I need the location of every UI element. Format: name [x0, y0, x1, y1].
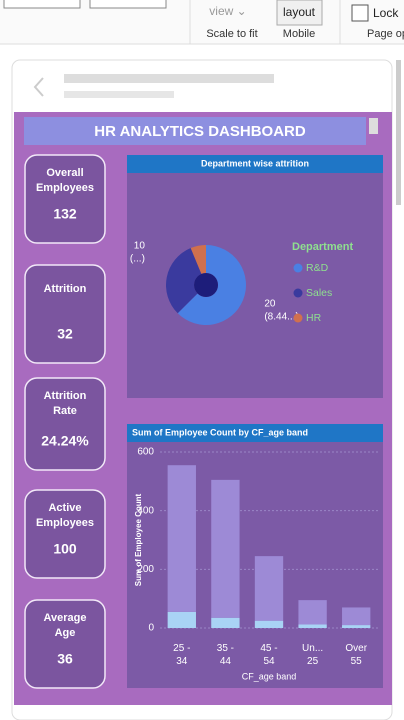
data-label: 20 (8.44...)	[264, 298, 298, 322]
kpi-label: Overall Employees	[36, 167, 94, 194]
donut-slice	[177, 245, 246, 325]
title-bar	[24, 117, 366, 145]
back-icon[interactable]	[33, 77, 44, 97]
chart-title: Department wise attrition	[201, 158, 309, 168]
donut-panel	[127, 155, 383, 398]
caption: Page op	[367, 28, 404, 40]
kpi-value: 132	[53, 206, 77, 222]
legend-swatch	[293, 263, 303, 273]
kpi-value: 24.24%	[41, 433, 89, 449]
bar	[342, 625, 371, 628]
kpi-value: 36	[57, 651, 73, 667]
x-tick-label: 35 -44	[217, 643, 234, 667]
x-tick-label: 45 -54	[260, 643, 277, 667]
bar	[167, 465, 196, 612]
x-tick-label: Over 55	[345, 643, 367, 667]
legend-title: Department	[292, 241, 353, 253]
donut-slice	[190, 245, 206, 274]
kpi-card	[24, 264, 106, 364]
kpi-column: Overall Employees 132 Attrition 32 Attrition R…	[24, 154, 106, 689]
bar	[298, 624, 327, 628]
donut-hole	[194, 273, 218, 297]
kpi-card	[24, 377, 106, 471]
kpi-label: Active Employees	[36, 502, 94, 529]
kpi-label: Average Age	[43, 612, 86, 639]
donut-slice	[166, 248, 202, 314]
kpi-card	[24, 489, 106, 579]
bar	[298, 600, 327, 625]
bar	[211, 479, 240, 618]
caption: Scale to fit	[206, 28, 257, 40]
x-tick-label: Un... 25	[302, 643, 323, 667]
y-tick-label: 400	[137, 505, 154, 516]
y-tick-label: 600	[137, 447, 154, 458]
panel-header	[127, 424, 383, 442]
panel-header	[127, 155, 383, 173]
y-tick-label: 0	[148, 623, 154, 634]
thumbnail	[3, 0, 81, 9]
layout-button-frame[interactable]	[276, 0, 323, 26]
data-label: 10 (...)	[130, 240, 145, 264]
y-tick-label: 200	[137, 564, 154, 575]
kpi-label: Attrition Rate	[44, 390, 87, 417]
kpi-card	[24, 599, 106, 689]
bar	[211, 617, 240, 628]
caption: Mobile	[283, 28, 315, 40]
bar	[254, 620, 284, 628]
legend-swatch	[293, 313, 303, 323]
chart-title: Sum of Employee Count by CF_age band	[132, 427, 308, 437]
scroll-thumb	[369, 118, 378, 134]
dashboard-title: HR ANALYTICS DASHBOARD	[94, 123, 306, 140]
lock-label[interactable]: Lock	[373, 6, 399, 20]
layout-button[interactable]: layout	[283, 5, 316, 19]
view-button[interactable]: view ⌄	[209, 4, 246, 18]
bar	[167, 611, 196, 628]
charts: Department wise attrition 20 (8.44...) 10 (.…	[130, 158, 378, 681]
kpi-value: 32	[57, 326, 73, 342]
legend-swatch	[293, 288, 303, 298]
placeholder	[64, 74, 274, 83]
legend-label: HR	[306, 312, 322, 324]
placeholder	[64, 91, 174, 98]
legend-label: Sales	[306, 287, 332, 299]
legend-label: R&D	[306, 262, 329, 274]
x-tick-label: 25 -34	[173, 643, 190, 667]
x-axis-label: CF_age band	[242, 671, 297, 681]
bar	[254, 556, 284, 621]
y-axis-label: Sum of Employee Count	[134, 493, 143, 586]
kpi-label: Attrition	[44, 283, 87, 295]
checkbox[interactable]	[351, 4, 369, 22]
scrollbar	[396, 60, 401, 205]
bar	[342, 607, 371, 626]
kpi-value: 100	[53, 541, 77, 557]
kpi-card	[24, 154, 106, 244]
thumbnail	[89, 0, 167, 9]
